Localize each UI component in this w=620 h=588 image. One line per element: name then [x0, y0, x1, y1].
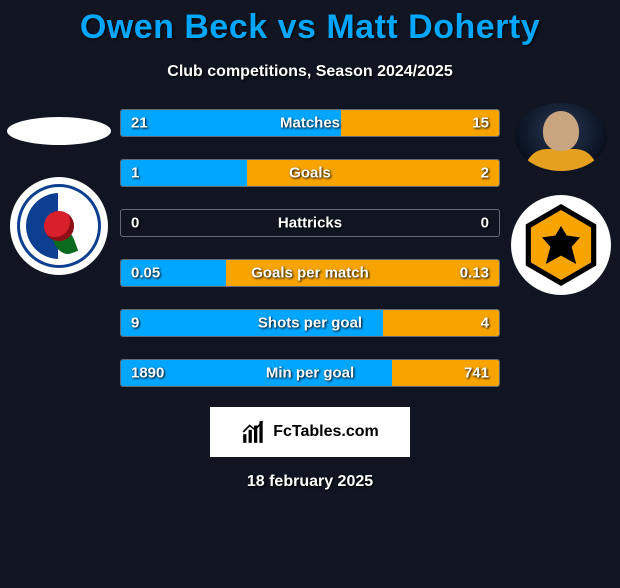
stat-row-matches: 21 15 Matches — [120, 109, 500, 137]
left-player-avatar — [7, 117, 111, 145]
generation-date: 18 february 2025 — [0, 473, 620, 491]
branding-text: FcTables.com — [273, 423, 379, 441]
stat-value-left: 9 — [131, 315, 139, 332]
stat-label: Hattricks — [278, 215, 342, 232]
stat-value-right: 4 — [481, 315, 489, 332]
page-title: Owen Beck vs Matt Doherty — [0, 8, 620, 47]
stat-row-shots-per-goal: 9 4 Shots per goal — [120, 309, 500, 337]
stat-row-goals: 1 2 Goals — [120, 159, 500, 187]
stat-bar-left — [121, 160, 247, 186]
stats-bars: 21 15 Matches 1 2 Goals 0 0 Hattricks 0.05 0.13 Goa… — [120, 109, 500, 387]
stat-value-left: 0.05 — [131, 265, 160, 282]
left-player-column — [4, 103, 114, 275]
stat-label: Shots per goal — [258, 315, 362, 332]
stat-label: Min per goal — [266, 365, 354, 382]
stat-value-right: 0 — [481, 215, 489, 232]
stat-value-left: 1890 — [131, 365, 164, 382]
stat-value-left: 1 — [131, 165, 139, 182]
left-club-crest — [10, 177, 108, 275]
stat-value-right: 15 — [472, 115, 489, 132]
stat-label: Goals per match — [251, 265, 369, 282]
stat-row-min-per-goal: 1890 741 Min per goal — [120, 359, 500, 387]
right-club-crest — [511, 195, 611, 295]
comparison-panel: 21 15 Matches 1 2 Goals 0 0 Hattricks 0.05 0.13 Goa… — [0, 109, 620, 491]
subtitle: Club competitions, Season 2024/2025 — [0, 63, 620, 81]
stat-label: Goals — [289, 165, 331, 182]
stat-value-left: 0 — [131, 215, 139, 232]
branding-badge: FcTables.com — [210, 407, 410, 457]
stat-value-right: 741 — [464, 365, 489, 382]
stat-bar-right — [247, 160, 499, 186]
right-player-avatar — [515, 103, 607, 171]
stat-row-hattricks: 0 0 Hattricks — [120, 209, 500, 237]
chart-icon — [241, 419, 267, 445]
stat-label: Matches — [280, 115, 340, 132]
stat-value-left: 21 — [131, 115, 148, 132]
stat-value-right: 0.13 — [460, 265, 489, 282]
right-player-column — [506, 103, 616, 295]
stat-row-goals-per-match: 0.05 0.13 Goals per match — [120, 259, 500, 287]
stat-value-right: 2 — [481, 165, 489, 182]
